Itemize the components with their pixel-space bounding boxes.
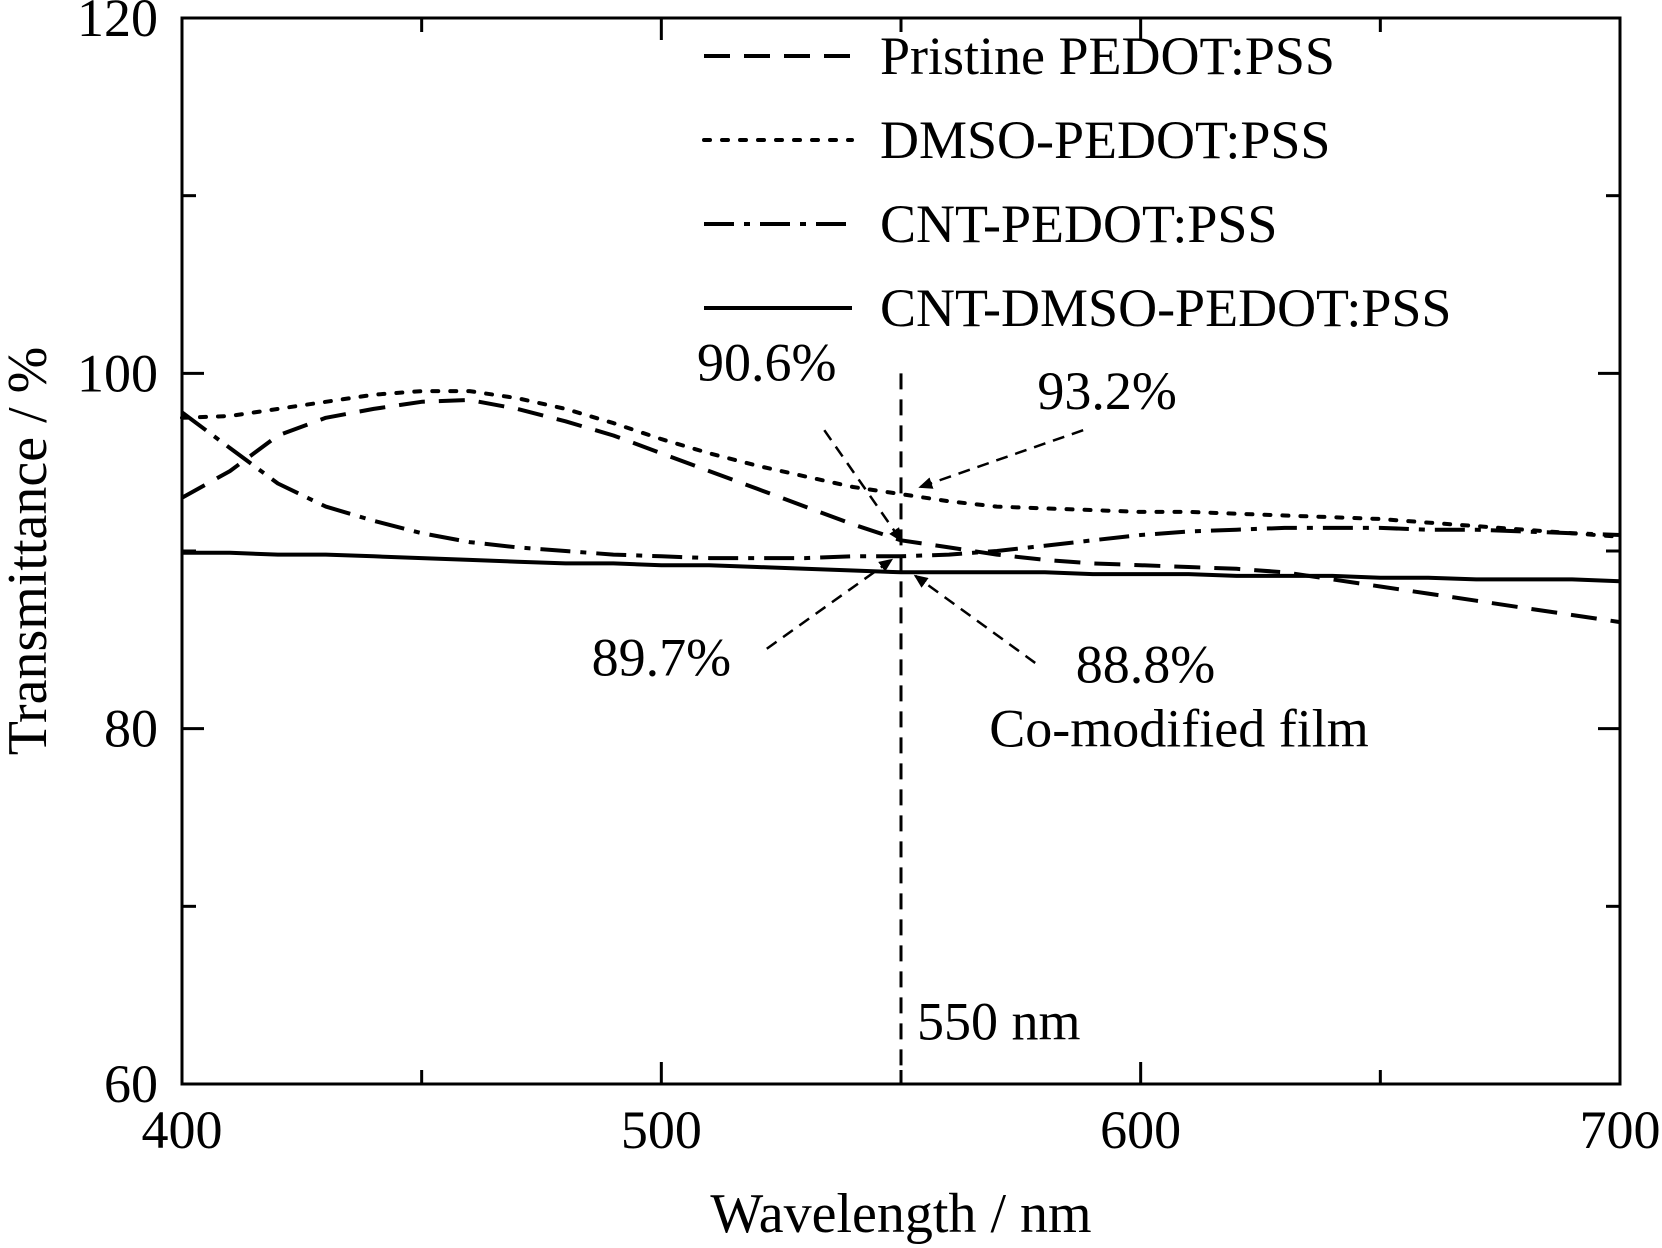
annotation-label-2: 89.7% [592, 627, 731, 687]
annotations-layer: 90.6% 93.2% 89.7% 88.8%Co-modified film [592, 332, 1369, 758]
x-tick-label: 700 [1580, 1100, 1661, 1160]
legend-label-0: Pristine PEDOT:PSS [880, 26, 1335, 86]
annotation-arrow-3 [913, 574, 1036, 664]
series-line-1 [180, 389, 1622, 539]
y-axis-label: Transmittance / % [0, 347, 59, 756]
annotation-label-4: Co-modified film [989, 698, 1368, 758]
annotation-arrow-0 [823, 429, 903, 542]
y-tick-label: 80 [104, 699, 158, 759]
y-tick-label: 60 [104, 1054, 158, 1114]
annotation-label-3: 88.8% [1076, 634, 1215, 694]
series-line-3 [182, 550, 1621, 584]
reference-line-layer: 550 nm [899, 373, 1081, 1084]
y-tick-label: 120 [77, 0, 158, 48]
x-axis-label: Wavelength / nm [710, 1183, 1091, 1245]
reference-line-label: 550 nm [917, 992, 1081, 1052]
legend-label-1: DMSO-PEDOT:PSS [880, 110, 1330, 170]
tick-labels-layer: 400 500 600 700 60 80 100 120 [77, 0, 1661, 1160]
x-tick-label: 500 [621, 1100, 702, 1160]
ticks-layer [180, 16, 1622, 1086]
annotation-arrow-1 [918, 429, 1084, 489]
annotation-label-1: 93.2% [1037, 361, 1176, 421]
legend-label-2: CNT-PEDOT:PSS [880, 194, 1277, 254]
annotation-label-0: 90.6% [697, 332, 836, 392]
x-tick-label: 600 [1100, 1100, 1181, 1160]
legend: Pristine PEDOT:PSS DMSO-PEDOT:PSS CNT-PEDO… [702, 26, 1451, 338]
legend-label-3: CNT-DMSO-PEDOT:PSS [880, 278, 1451, 338]
y-tick-label: 100 [77, 343, 158, 403]
annotation-arrow-2 [766, 558, 894, 650]
x-tick-label: 400 [142, 1100, 223, 1160]
